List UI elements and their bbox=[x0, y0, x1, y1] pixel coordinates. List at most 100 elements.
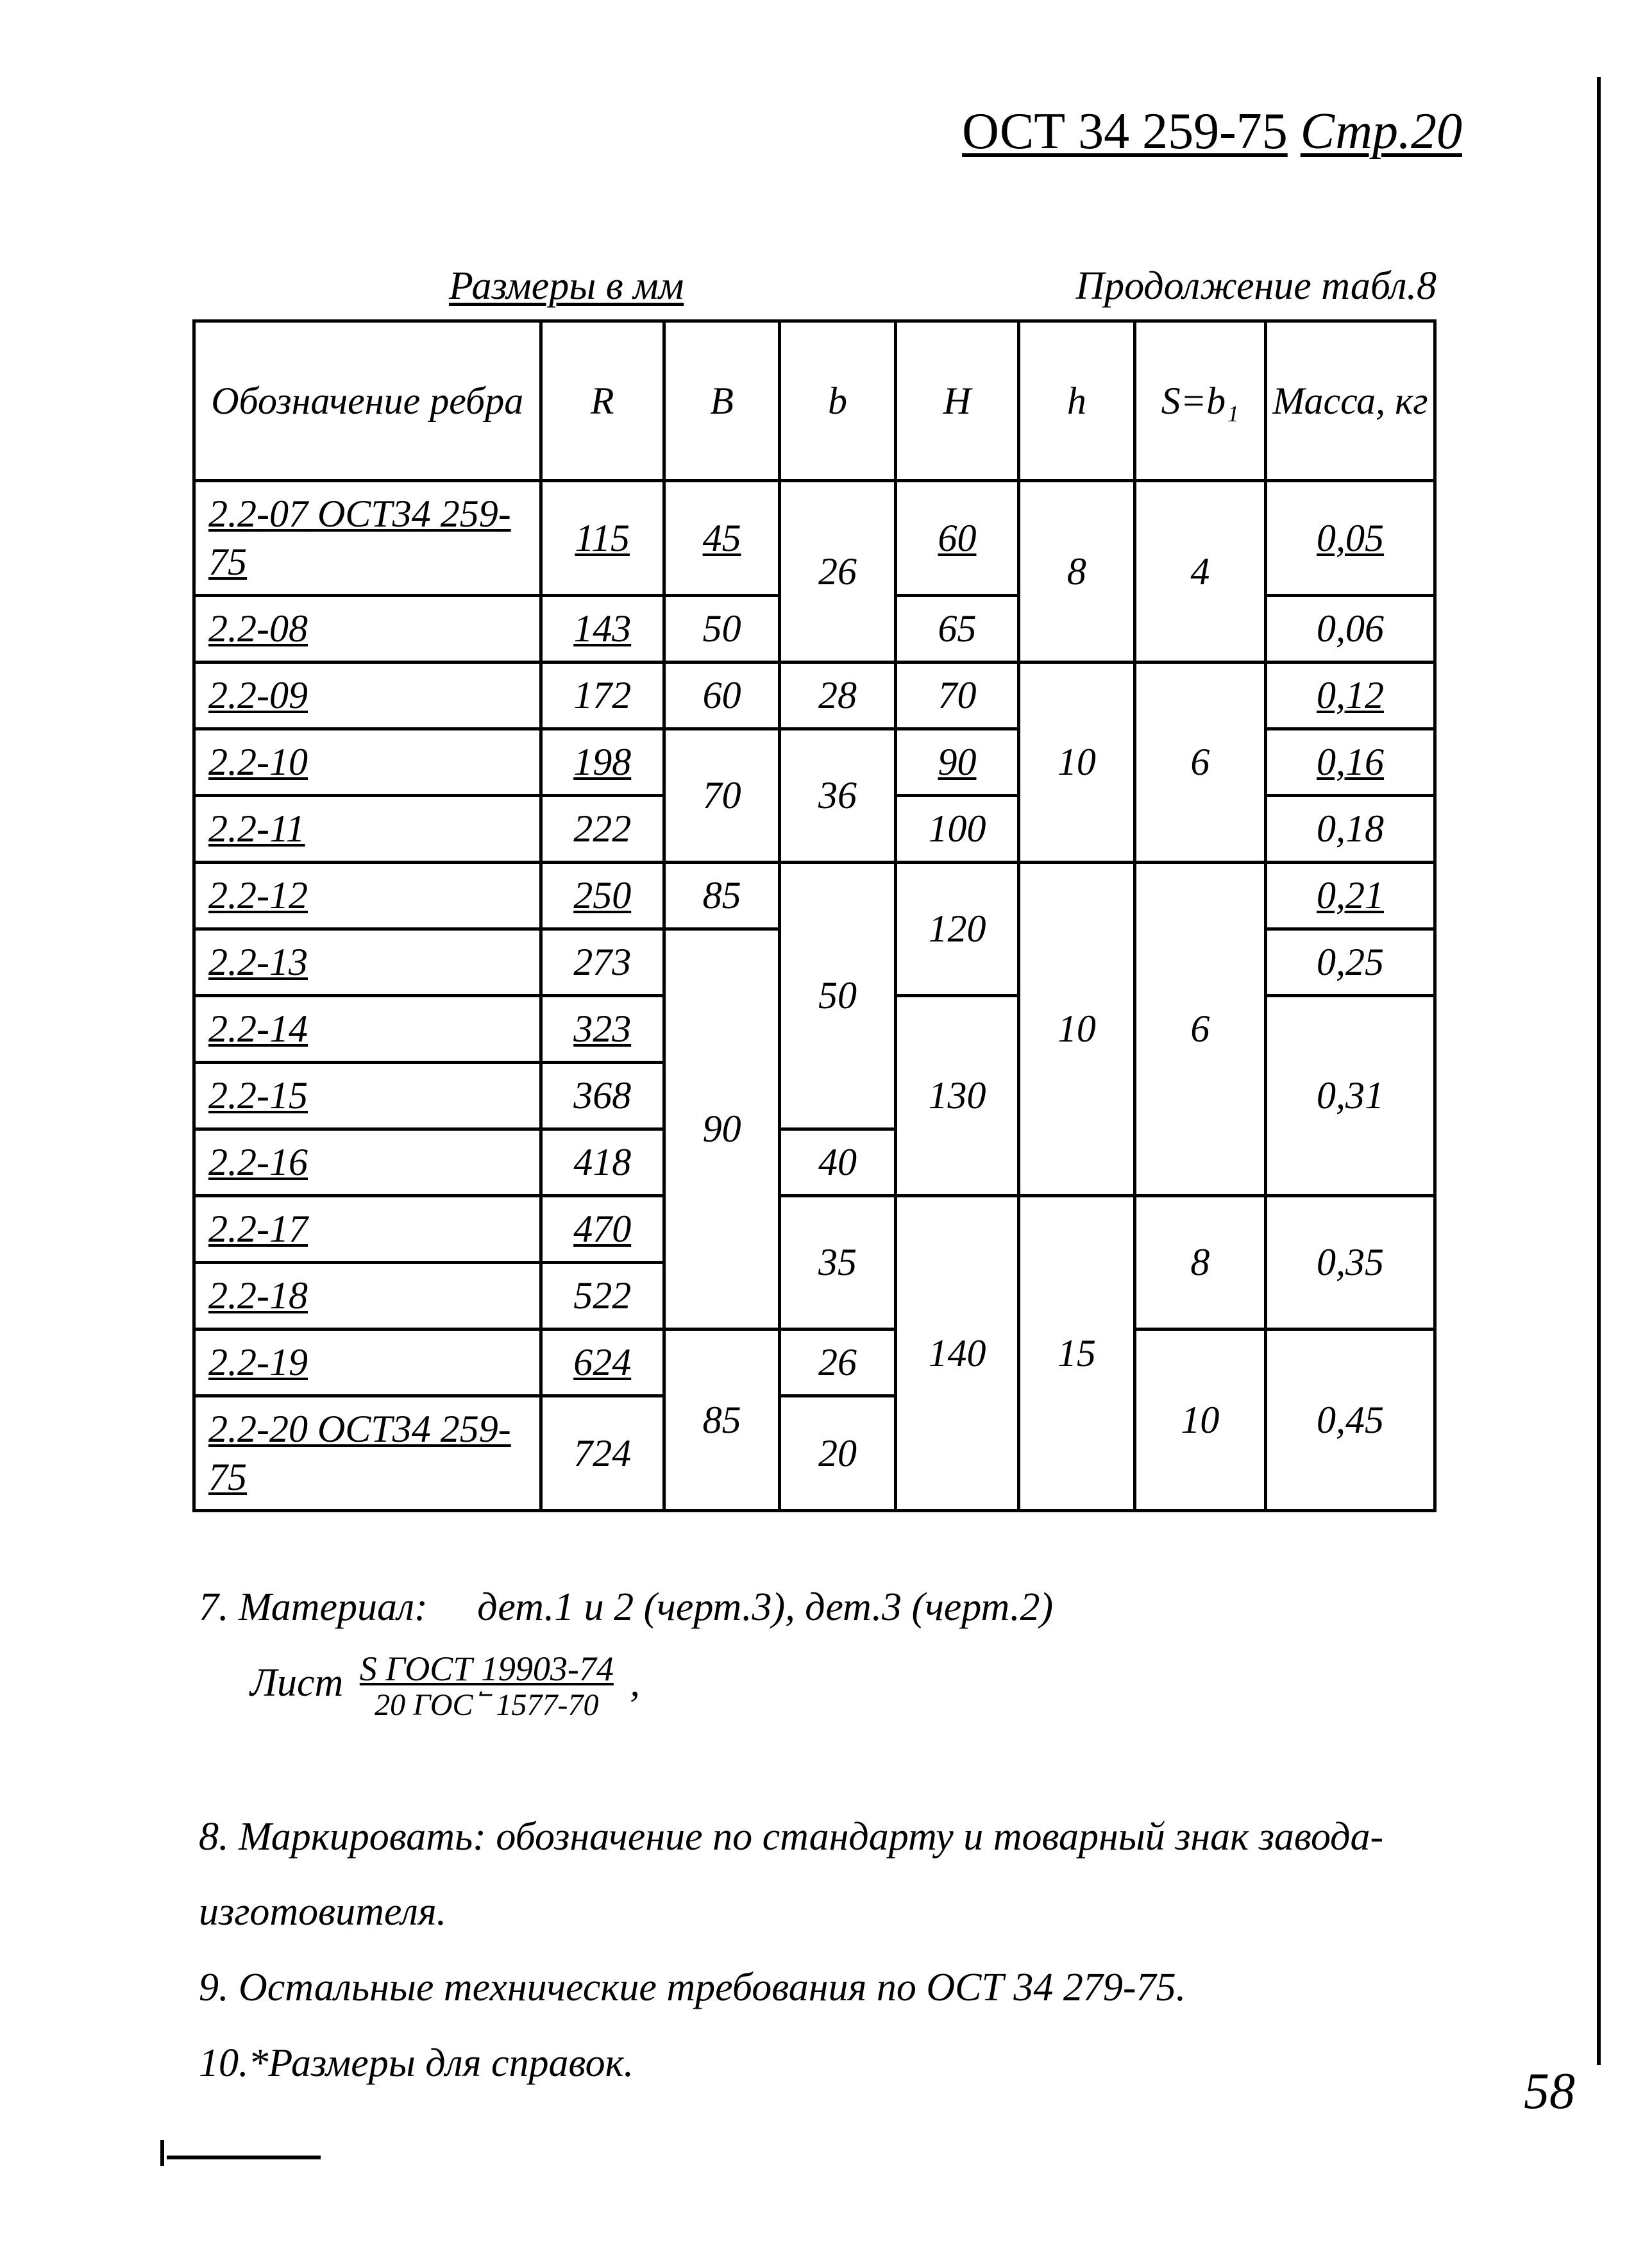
cell-R: 198 bbox=[541, 729, 664, 796]
table-row: 2.2-17 470 35 140 15 8 0,35 bbox=[194, 1196, 1435, 1263]
cell-name: 2.2-20 ОСТ34 259-75 bbox=[194, 1396, 541, 1511]
note-7-tail: дет.1 и 2 (черт.3), дет.3 (черт.2) bbox=[477, 1585, 1053, 1629]
frame-edge-bottom bbox=[167, 2156, 321, 2159]
cell-h: 8 bbox=[1019, 481, 1134, 663]
cell-S: 6 bbox=[1134, 663, 1265, 863]
cell-M: 0,12 bbox=[1266, 663, 1435, 729]
cell-R: 418 bbox=[541, 1129, 664, 1196]
cell-name: 2.2-09 bbox=[194, 663, 541, 729]
cell-S: 8 bbox=[1134, 1196, 1265, 1329]
cell-M: 0,06 bbox=[1266, 596, 1435, 663]
cell-B: 50 bbox=[664, 596, 779, 663]
table-captions: Размеры в мм Продолжение табл.8 bbox=[180, 264, 1501, 309]
page-content: ОСТ 34 259-75 Стр.20 Размеры в мм Продол… bbox=[180, 103, 1501, 2102]
cell-H: 90 bbox=[895, 729, 1018, 796]
col-header-M: Масса, кг bbox=[1266, 321, 1435, 481]
cell-b: 36 bbox=[780, 729, 895, 863]
cell-name: 2.2-18 bbox=[194, 1263, 541, 1329]
dimensions-table: Обозначение ребра R B b H h S=b₁ Масса, … bbox=[192, 319, 1437, 1512]
col-header-b: b bbox=[780, 321, 895, 481]
cell-R: 115 bbox=[541, 481, 664, 596]
table-header-row: Обозначение ребра R B b H h S=b₁ Масса, … bbox=[194, 321, 1435, 481]
cell-H: 60 bbox=[895, 481, 1018, 596]
cell-R: 222 bbox=[541, 796, 664, 863]
cell-B: 60 bbox=[664, 663, 779, 729]
page-ref: Стр.20 bbox=[1301, 103, 1462, 160]
note-8: 8. Маркировать: обозначение по стандарту… bbox=[199, 1800, 1417, 1951]
frame-tick bbox=[160, 2140, 164, 2166]
cell-S: 10 bbox=[1134, 1329, 1265, 1511]
cell-h: 10 bbox=[1019, 863, 1134, 1196]
cell-name: 2.2-17 bbox=[194, 1196, 541, 1263]
col-header-S: S=b₁ bbox=[1134, 321, 1265, 481]
cell-name: 2.2-16 bbox=[194, 1129, 541, 1196]
cell-name: 2.2-15 bbox=[194, 1063, 541, 1129]
cell-name: 2.2-07 ОСТ34 259-75 bbox=[194, 481, 541, 596]
doc-header: ОСТ 34 259-75 Стр.20 bbox=[180, 103, 1501, 161]
cell-R: 273 bbox=[541, 929, 664, 996]
cell-S: 6 bbox=[1134, 863, 1265, 1196]
cell-S: 4 bbox=[1134, 481, 1265, 663]
frame-edge-right bbox=[1597, 77, 1601, 2065]
cell-H: 100 bbox=[895, 796, 1018, 863]
standard-code: ОСТ 34 259-75 bbox=[962, 103, 1288, 160]
cell-name: 2.2-19 bbox=[194, 1329, 541, 1396]
cell-b: 50 bbox=[780, 863, 895, 1129]
cell-b: 26 bbox=[780, 481, 895, 663]
cell-b: 35 bbox=[780, 1196, 895, 1329]
cell-M: 0,05 bbox=[1266, 481, 1435, 596]
cell-M: 0,25 bbox=[1266, 929, 1435, 996]
col-header-H: H bbox=[895, 321, 1018, 481]
cell-M: 0,18 bbox=[1266, 796, 1435, 863]
note-7-line1: 7. Материал: дет.1 и 2 (черт.3), дет.3 (… bbox=[199, 1570, 1417, 1646]
note-7-line2: Лист S ГОСТ 19903-74 20 ГОС՟ 1577-70 , bbox=[199, 1646, 1417, 1723]
cell-B: 90 bbox=[664, 929, 779, 1329]
cell-name: 2.2-12 bbox=[194, 863, 541, 929]
cell-H: 70 bbox=[895, 663, 1018, 729]
cell-R: 172 bbox=[541, 663, 664, 729]
cell-M: 0,31 bbox=[1266, 996, 1435, 1196]
cell-B: 85 bbox=[664, 863, 779, 929]
note-10: 10.*Размеры для справок. bbox=[199, 2026, 1417, 2102]
cell-R: 470 bbox=[541, 1196, 664, 1263]
cell-R: 522 bbox=[541, 1263, 664, 1329]
note-7-line2-lead: Лист bbox=[250, 1661, 343, 1705]
col-header-name: Обозначение ребра bbox=[194, 321, 541, 481]
cell-b: 40 bbox=[780, 1129, 895, 1196]
note-7-line2-tail: , bbox=[630, 1661, 640, 1705]
cell-R: 724 bbox=[541, 1396, 664, 1511]
note-7-frac-top: S ГОСТ 19903-74 bbox=[360, 1650, 614, 1688]
cell-M: 0,16 bbox=[1266, 729, 1435, 796]
dimensions-caption: Размеры в мм bbox=[449, 264, 684, 309]
table-row: 2.2-12 250 85 50 120 10 6 0,21 bbox=[194, 863, 1435, 929]
col-header-B: B bbox=[664, 321, 779, 481]
col-header-h: h bbox=[1019, 321, 1134, 481]
cell-B: 70 bbox=[664, 729, 779, 863]
table-row: 2.2-09 172 60 28 70 10 6 0,12 bbox=[194, 663, 1435, 729]
page-number: 58 bbox=[1524, 2063, 1575, 2121]
cell-b: 20 bbox=[780, 1396, 895, 1511]
cell-B: 85 bbox=[664, 1329, 779, 1511]
cell-R: 323 bbox=[541, 996, 664, 1063]
note-7-frac-bot: 20 ГОС՟ 1577-70 bbox=[360, 1689, 614, 1723]
cell-H: 120 bbox=[895, 863, 1018, 996]
col-header-R: R bbox=[541, 321, 664, 481]
cell-name: 2.2-13 bbox=[194, 929, 541, 996]
cell-h: 10 bbox=[1019, 663, 1134, 863]
cell-R: 143 bbox=[541, 596, 664, 663]
table-row: 2.2-07 ОСТ34 259-75 115 45 26 60 8 4 0,0… bbox=[194, 481, 1435, 596]
cell-R: 250 bbox=[541, 863, 664, 929]
cell-R: 624 bbox=[541, 1329, 664, 1396]
note-7-lead: 7. Материал: bbox=[199, 1585, 428, 1629]
cell-H: 130 bbox=[895, 996, 1018, 1196]
cell-M: 0,21 bbox=[1266, 863, 1435, 929]
table-row: 2.2-19 624 85 26 10 0,45 bbox=[194, 1329, 1435, 1396]
note-7-fraction: S ГОСТ 19903-74 20 ГОС՟ 1577-70 bbox=[360, 1650, 614, 1722]
cell-name: 2.2-10 bbox=[194, 729, 541, 796]
notes-block: 7. Материал: дет.1 и 2 (черт.3), дет.3 (… bbox=[199, 1570, 1417, 2102]
cell-name: 2.2-08 bbox=[194, 596, 541, 663]
cell-name: 2.2-14 bbox=[194, 996, 541, 1063]
cell-name: 2.2-11 bbox=[194, 796, 541, 863]
cell-M: 0,35 bbox=[1266, 1196, 1435, 1329]
cell-H: 140 bbox=[895, 1196, 1018, 1511]
